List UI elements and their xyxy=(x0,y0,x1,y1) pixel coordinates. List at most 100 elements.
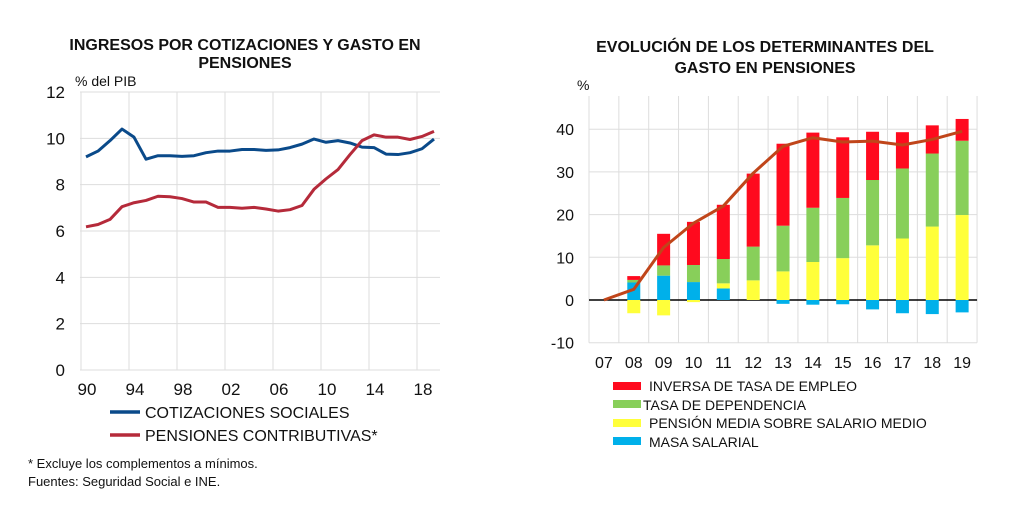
bar-segment-dependencia xyxy=(955,140,969,216)
y-tick-label: 10 xyxy=(556,250,574,267)
source-note: Fuentes: Seguridad Social e INE. xyxy=(28,474,220,489)
bar-segment-masa xyxy=(657,275,671,300)
right-chart-title-line-1: EVOLUCIÓN DE LOS DETERMINANTES DEL xyxy=(596,37,934,56)
bar-segment-inversa xyxy=(955,118,969,141)
legend-label-pensiones: PENSIONES CONTRIBUTIVAS* xyxy=(145,428,378,445)
x-tick-label: 10 xyxy=(685,355,703,372)
x-tick-label: 19 xyxy=(953,355,971,372)
y-tick-label: 30 xyxy=(556,165,574,182)
bar-segment-inversa xyxy=(836,137,850,198)
y-tick-label: 0 xyxy=(565,293,574,310)
bar-segment-pension-media xyxy=(925,226,939,300)
bar-segment-inversa xyxy=(866,131,880,181)
x-tick-label: 10 xyxy=(318,380,337,399)
bar-segment-inversa xyxy=(895,132,909,169)
bar-segment-masa xyxy=(686,282,700,300)
x-tick-label: 13 xyxy=(774,355,792,372)
right-tick-labels: -10 0 10 20 30 40 07 08 09 10 11 12 13 14 15 16 17 18 19 xyxy=(551,122,971,372)
x-tick-label: 12 xyxy=(744,355,762,372)
y-tick-label: 2 xyxy=(56,315,65,334)
y-tick-label: 12 xyxy=(46,83,65,102)
bar-segment-pension-media xyxy=(866,245,880,300)
bar-segment-masa xyxy=(776,300,790,304)
right-chart-title-line-2: GASTO EN PENSIONES xyxy=(674,60,855,77)
bar-segment-pension-media xyxy=(686,300,700,303)
x-tick-label: 18 xyxy=(923,355,941,372)
x-tick-label: 14 xyxy=(804,355,822,372)
bar-segment-inversa xyxy=(716,204,730,260)
bar-segment-masa xyxy=(716,288,730,300)
right-bars xyxy=(627,118,969,316)
legend-label-cotizaciones: COTIZACIONES SOCIALES xyxy=(145,405,349,422)
bar-segment-dependencia xyxy=(776,225,790,272)
series-line-pensiones xyxy=(85,130,435,229)
right-y-axis-unit: % xyxy=(577,77,589,93)
bar-segment-dependencia xyxy=(627,279,641,283)
bar-segment-pension-media xyxy=(895,238,909,300)
bar-segment-inversa xyxy=(746,173,760,247)
left-series-lines xyxy=(85,127,435,229)
left-chart-title-line-2: PENSIONES xyxy=(198,55,292,72)
x-tick-label: 06 xyxy=(270,380,289,399)
bar-segment-dependencia xyxy=(716,259,730,284)
x-tick-label: 98 xyxy=(174,380,193,399)
bar-segment-pension-media xyxy=(657,300,671,316)
bar-segment-inversa xyxy=(627,276,641,280)
left-y-axis-unit: % del PIB xyxy=(75,73,136,89)
x-tick-label: 15 xyxy=(834,355,852,372)
bar-segment-dependencia xyxy=(806,207,820,262)
x-tick-label: 14 xyxy=(366,380,385,399)
x-tick-label: 16 xyxy=(864,355,882,372)
bar-segment-dependencia xyxy=(866,180,880,246)
bar-segment-dependencia xyxy=(836,197,850,259)
legend-swatch-dependencia xyxy=(613,400,641,408)
y-tick-label: 8 xyxy=(56,176,65,195)
x-tick-label: 07 xyxy=(595,355,613,372)
footnote: * Excluye los complementos a mínimos. xyxy=(28,456,258,471)
y-tick-label: 4 xyxy=(56,268,65,287)
left-chart-title-line-1: INGRESOS POR COTIZACIONES Y GASTO EN xyxy=(69,37,420,54)
x-tick-label: 11 xyxy=(715,355,732,372)
right-legend: INVERSA DE TASA DE EMPLEO TASA DE DEPEND… xyxy=(613,378,927,450)
bar-segment-pension-media xyxy=(776,271,790,300)
bar-segment-pension-media xyxy=(746,280,760,300)
bar-segment-dependencia xyxy=(686,264,700,283)
x-tick-label: 17 xyxy=(894,355,912,372)
y-tick-label: 20 xyxy=(556,208,574,225)
bar-segment-pension-media xyxy=(627,300,641,314)
series-line-cotizaciones xyxy=(85,127,435,161)
legend-swatch-inversa xyxy=(613,382,641,390)
total-growth-line xyxy=(603,129,963,302)
x-tick-label: 94 xyxy=(126,380,145,399)
bar-segment-masa xyxy=(866,300,880,310)
legend-swatch-masa xyxy=(613,437,641,445)
bar-segment-inversa xyxy=(776,143,790,226)
bar-segment-pension-media xyxy=(836,258,850,300)
left-legend: COTIZACIONES SOCIALES PENSIONES CONTRIBU… xyxy=(110,405,378,445)
x-tick-label: 08 xyxy=(625,355,643,372)
bar-segment-masa xyxy=(806,300,820,305)
y-tick-label: -10 xyxy=(551,336,574,353)
bar-segment-pension-media xyxy=(955,215,969,300)
y-tick-label: 0 xyxy=(56,361,65,380)
x-tick-label: 90 xyxy=(78,380,97,399)
y-tick-label: 6 xyxy=(56,222,65,241)
x-tick-label: 02 xyxy=(222,380,241,399)
bar-segment-dependencia xyxy=(925,153,939,227)
right-chart: EVOLUCIÓN DE LOS DETERMINANTES DEL GASTO… xyxy=(551,37,978,450)
left-chart: INGRESOS POR COTIZACIONES Y GASTO EN PEN… xyxy=(28,37,440,489)
bar-segment-inversa xyxy=(806,132,820,208)
legend-swatch-pension-media xyxy=(613,419,641,427)
y-tick-label: 40 xyxy=(556,122,574,139)
bar-segment-dependencia xyxy=(657,265,671,276)
legend-label-pension-media: PENSIÓN MEDIA SOBRE SALARIO MEDIO xyxy=(649,415,927,431)
left-grid xyxy=(80,91,440,371)
bar-segment-masa xyxy=(895,300,909,314)
bar-segment-masa xyxy=(925,300,939,315)
bar-segment-masa xyxy=(955,300,969,313)
legend-label-dependencia: TASA DE DEPENDENCIA xyxy=(643,397,807,413)
bar-segment-masa xyxy=(836,300,850,305)
x-tick-label: 09 xyxy=(655,355,673,372)
